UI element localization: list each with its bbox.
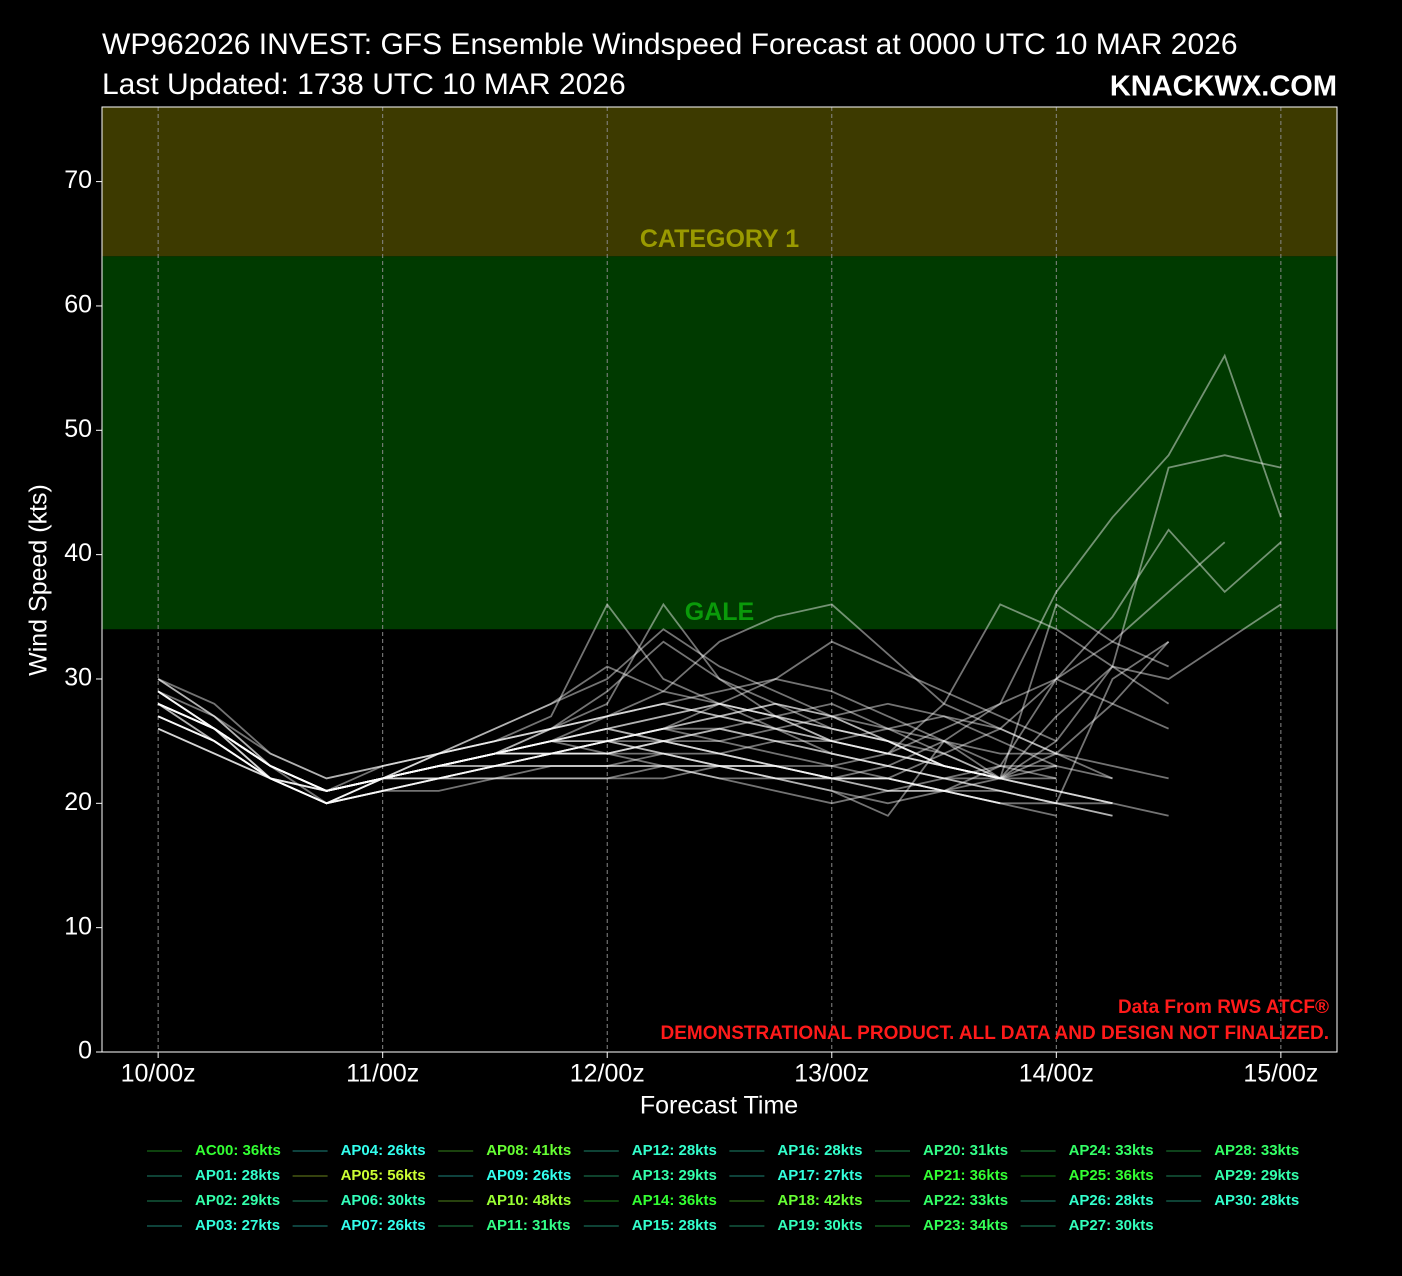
legend-label: AC00: 36kts bbox=[195, 1142, 281, 1159]
legend-label: AP08: 41kts bbox=[486, 1142, 571, 1159]
legend-label: AP14: 36kts bbox=[632, 1192, 717, 1209]
series-line bbox=[157, 727, 1057, 817]
series-line bbox=[157, 678, 1057, 792]
x-tick-label: 11/00z bbox=[346, 1060, 419, 1088]
series-line bbox=[157, 702, 1001, 805]
series-line bbox=[157, 640, 1170, 792]
legend-label: AP07: 26kts bbox=[341, 1217, 426, 1234]
series-line bbox=[157, 678, 1169, 792]
legend-label: AP11: 31kts bbox=[486, 1217, 570, 1234]
legend-label: AP20: 31kts bbox=[923, 1142, 1008, 1159]
chart-title: WP962026 INVEST: GFS Ensemble Windspeed … bbox=[102, 28, 1238, 61]
legend-label: AP23: 34kts bbox=[923, 1217, 1008, 1234]
legend-label: AP15: 28kts bbox=[632, 1217, 717, 1234]
series-line bbox=[157, 454, 1282, 792]
series-line bbox=[157, 702, 1057, 792]
y-tick-label: 50 bbox=[64, 415, 92, 443]
legend-label: AP02: 29kts bbox=[195, 1192, 280, 1209]
series-line bbox=[157, 702, 1057, 792]
legend-label: AP21: 36kts bbox=[923, 1167, 1008, 1184]
legend-label: AP22: 33kts bbox=[923, 1192, 1008, 1209]
legend-label: AP19: 30kts bbox=[777, 1217, 862, 1234]
grid bbox=[96, 107, 1282, 1058]
legend-label: AP01: 28kts bbox=[195, 1167, 280, 1184]
legend-label: AP29: 29kts bbox=[1214, 1167, 1299, 1184]
series-line bbox=[157, 602, 1169, 792]
x-tick-label: 10/00z bbox=[121, 1060, 196, 1088]
y-tick-label: 20 bbox=[64, 788, 92, 816]
series-line bbox=[157, 640, 1057, 780]
y-axis-label: Wind Speed (kts) bbox=[25, 484, 53, 676]
legend-label: AP12: 28kts bbox=[632, 1142, 717, 1159]
y-tick-label: 30 bbox=[64, 664, 92, 692]
series-line bbox=[157, 715, 1057, 805]
x-tick-label: 13/00z bbox=[794, 1060, 869, 1088]
series-line bbox=[157, 715, 1001, 805]
legend-label: AP05: 56kts bbox=[341, 1167, 426, 1184]
series-line bbox=[157, 702, 1001, 792]
y-tick-label: 0 bbox=[78, 1037, 92, 1065]
series-line bbox=[157, 628, 1113, 805]
series-line bbox=[157, 702, 1169, 817]
series-line bbox=[157, 602, 1113, 805]
x-tick-label: 14/00z bbox=[1019, 1060, 1094, 1088]
legend-label: AP24: 33kts bbox=[1069, 1142, 1154, 1159]
legend-label: AP04: 26kts bbox=[341, 1142, 426, 1159]
annotation: Data From RWS ATCF® bbox=[1118, 997, 1329, 1018]
series-line bbox=[157, 677, 1169, 805]
series-line bbox=[157, 541, 1226, 792]
series-line bbox=[157, 603, 1113, 805]
legend-label: AP30: 28kts bbox=[1214, 1192, 1299, 1209]
legend: AC00: 36kts AP01: 28kts AP02: 29kts AP03: 2… bbox=[147, 1142, 1299, 1234]
legend-label: AP09: 26kts bbox=[486, 1167, 571, 1184]
legend-label: AP16: 28kts bbox=[777, 1142, 862, 1159]
brand: KNACKWX.COM bbox=[1110, 71, 1337, 103]
legend-label: AP03: 27kts bbox=[195, 1217, 280, 1234]
band-label: GALE bbox=[685, 598, 754, 626]
legend-label: AP28: 33kts bbox=[1214, 1142, 1299, 1159]
y-tick-label: 10 bbox=[64, 912, 92, 940]
x-tick-label: 15/00z bbox=[1243, 1060, 1318, 1088]
band bbox=[102, 256, 1337, 630]
legend-label: AP26: 28kts bbox=[1069, 1192, 1154, 1209]
legend-label: AP18: 42kts bbox=[777, 1192, 862, 1209]
chart-subtitle: Last Updated: 1738 UTC 10 MAR 2026 bbox=[102, 68, 626, 101]
series-line bbox=[157, 727, 1057, 792]
series-line bbox=[157, 690, 1113, 805]
series-line bbox=[157, 665, 1113, 817]
legend-label: AP17: 27kts bbox=[777, 1167, 862, 1184]
y-tick-label: 70 bbox=[64, 166, 92, 194]
annotation: DEMONSTRATIONAL PRODUCT. ALL DATA AND DE… bbox=[661, 1023, 1330, 1044]
band bbox=[102, 107, 1337, 257]
legend-label: AP13: 29kts bbox=[632, 1167, 717, 1184]
series-line bbox=[157, 603, 1282, 780]
legend-label: AP27: 30kts bbox=[1069, 1217, 1154, 1234]
series-line bbox=[157, 665, 1170, 817]
bands: GALE CATEGORY 1 bbox=[102, 107, 1337, 630]
band-label: CATEGORY 1 bbox=[640, 225, 799, 253]
y-tick-label: 40 bbox=[64, 539, 92, 567]
series-line bbox=[157, 727, 1113, 817]
series-line bbox=[157, 640, 1170, 805]
legend-label: AP25: 36kts bbox=[1069, 1167, 1154, 1184]
series-line bbox=[157, 690, 1001, 805]
series-line bbox=[157, 528, 1282, 792]
series-line bbox=[157, 702, 1001, 792]
series-line bbox=[157, 353, 1282, 805]
legend-label: AP06: 30kts bbox=[341, 1192, 426, 1209]
plot-frame bbox=[101, 106, 1338, 1053]
x-axis-label: Forecast Time bbox=[640, 1092, 798, 1120]
y-tick-label: 60 bbox=[64, 291, 92, 319]
x-tick-label: 12/00z bbox=[570, 1060, 645, 1088]
legend-label: AP10: 48kts bbox=[486, 1192, 571, 1209]
lines bbox=[157, 353, 1282, 817]
series-line bbox=[157, 690, 1113, 805]
